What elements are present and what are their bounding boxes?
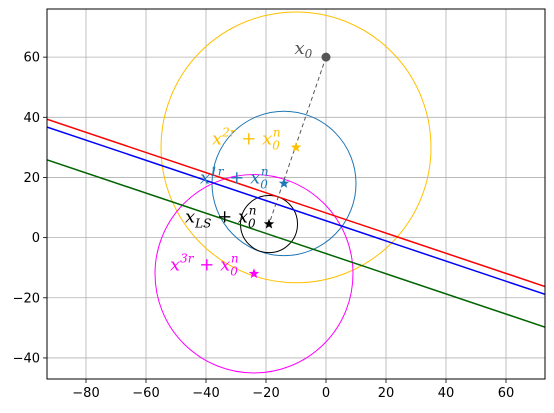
- point-annotation: xLS + x0n: [185, 204, 256, 231]
- y-tick-label: 40: [23, 111, 40, 126]
- y-tick-label: 0: [32, 231, 40, 246]
- point-marker: [278, 177, 290, 188]
- x-tick-label: −40: [192, 386, 219, 401]
- y-tick-label: 60: [23, 51, 40, 66]
- point-marker: [263, 218, 275, 229]
- x-tick-label: −20: [252, 386, 279, 401]
- point-marker: [321, 52, 331, 62]
- x-tick-label: 20: [378, 386, 395, 401]
- x-tick-label: 60: [498, 386, 515, 401]
- plot-area: [47, 11, 545, 374]
- axis-ticks: −80 −60 −40 −20 0 20 40 60 −40 −20 0 20 40 60: [13, 51, 515, 401]
- y-tick-label: −20: [13, 291, 40, 306]
- circle-mark: [154, 173, 354, 374]
- point-annotation: x2r + x0n: [212, 125, 281, 152]
- series-line: [47, 159, 545, 328]
- plot-frame: [46, 8, 546, 380]
- x-tick-label: −80: [72, 386, 99, 401]
- point-annotation: x3r + x0n: [170, 252, 239, 279]
- series-line: [47, 118, 545, 288]
- y-tick-label: −40: [13, 351, 40, 366]
- point-annotation: x1r + x0n: [200, 164, 269, 191]
- point-marker: [290, 141, 302, 152]
- annotation-layer: x0 x2r + x0n x1r + x0n xLS + x0n x3r + x0n: [170, 38, 313, 279]
- y-tick-label: 20: [23, 171, 40, 186]
- series-line: [47, 126, 545, 296]
- circle-mark: [160, 11, 432, 284]
- point-marker: [248, 268, 260, 279]
- dashed-segment: [268, 56, 327, 225]
- x-tick-label: 0: [322, 386, 330, 401]
- point-annotation: x0: [295, 38, 313, 61]
- grid: [47, 9, 545, 379]
- x-tick-label: −60: [132, 386, 159, 401]
- x-tick-label: 40: [438, 386, 455, 401]
